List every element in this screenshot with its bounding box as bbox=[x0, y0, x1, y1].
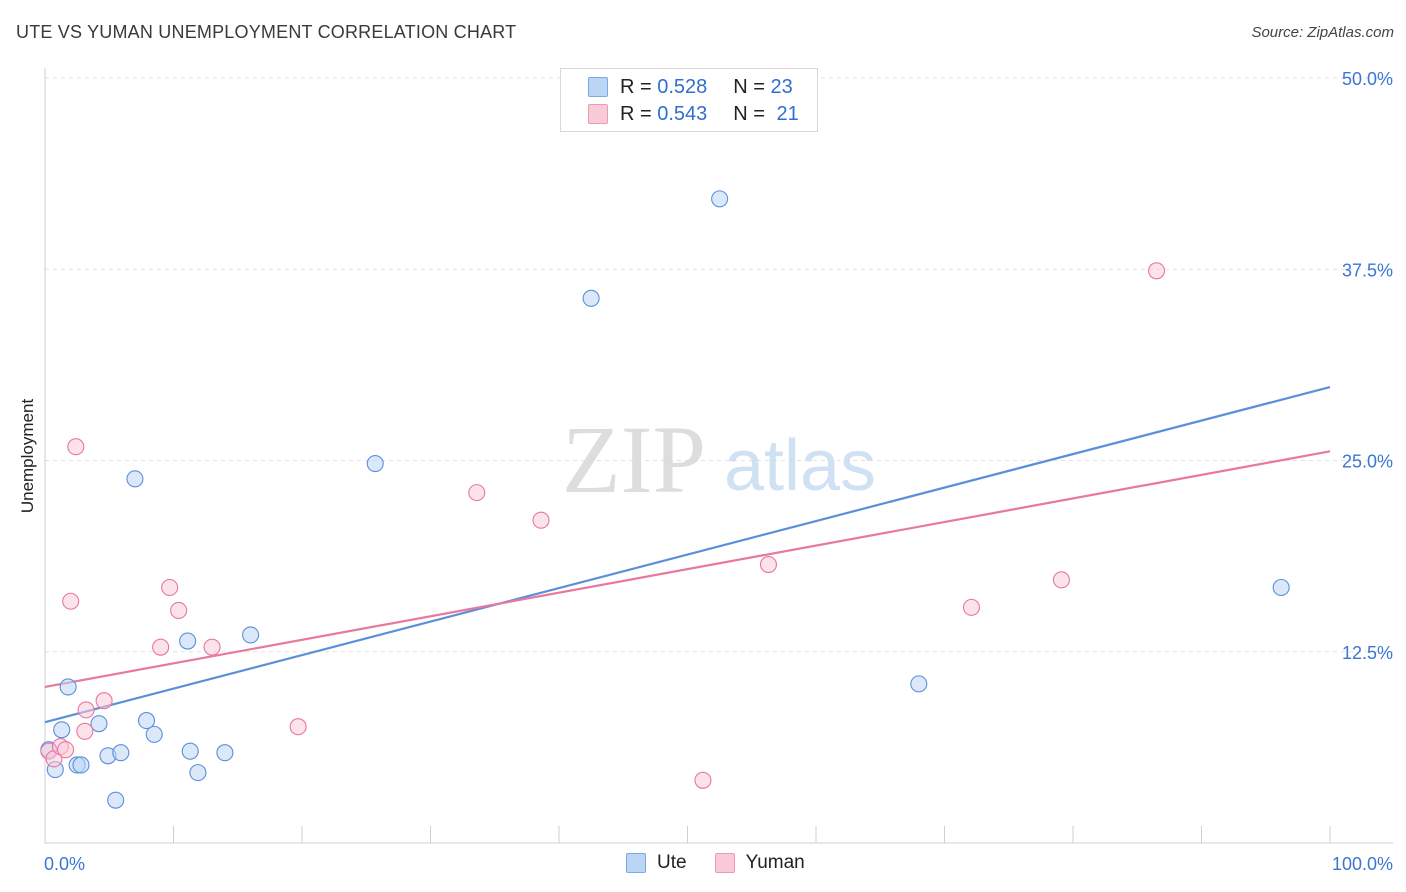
tick-labels: 12.5% 25.0% 37.5% 50.0% 0.0% 100.0% bbox=[44, 69, 1393, 874]
data-point-yuman bbox=[77, 701, 95, 719]
data-point-ute bbox=[137, 712, 156, 730]
data-point-ute bbox=[90, 715, 108, 733]
data-point-yuman bbox=[95, 692, 113, 710]
x-tick-label: 0.0% bbox=[44, 854, 85, 874]
axes bbox=[44, 68, 1393, 844]
chart-title: UTE VS YUMAN UNEMPLOYMENT CORRELATION CH… bbox=[16, 22, 517, 42]
data-point-yuman bbox=[62, 592, 80, 610]
data-point-yuman bbox=[67, 438, 85, 456]
data-point-ute bbox=[112, 744, 130, 762]
trend-line-yuman bbox=[44, 450, 1331, 689]
ute-n-value: 23 bbox=[770, 75, 793, 98]
trend-line-ute bbox=[44, 385, 1331, 724]
data-point-ute bbox=[216, 744, 234, 762]
legend-yuman-label: Yuman bbox=[745, 852, 805, 873]
yuman-n-label: N = bbox=[733, 102, 771, 125]
data-point-yuman bbox=[289, 718, 307, 736]
stats-legend: R = 0.528 N = 23 R = 0.543 N = 21 bbox=[560, 68, 818, 132]
ute-r-label: R = bbox=[620, 75, 658, 98]
data-point-yuman bbox=[152, 638, 170, 656]
data-point-yuman bbox=[57, 741, 75, 759]
data-point-yuman bbox=[203, 638, 221, 656]
data-point-ute bbox=[181, 742, 199, 760]
yuman-swatch bbox=[588, 104, 608, 124]
yuman-r-label: R = bbox=[620, 102, 658, 125]
legend-ute-label: Ute bbox=[657, 852, 687, 873]
data-point-yuman bbox=[1052, 571, 1070, 589]
stats-row-yuman: R = 0.543 N = 21 bbox=[561, 101, 799, 127]
y-tick-label: 50.0% bbox=[1342, 69, 1393, 89]
data-point-yuman bbox=[694, 771, 712, 789]
data-point-yuman bbox=[468, 484, 486, 502]
y-tick-label: 12.5% bbox=[1342, 643, 1393, 663]
data-point-ute bbox=[145, 725, 163, 743]
data-point-ute bbox=[72, 756, 90, 774]
data-point-yuman bbox=[1147, 262, 1166, 280]
stats-row-ute: R = 0.528 N = 23 bbox=[561, 74, 793, 100]
ute-swatch bbox=[588, 77, 608, 97]
watermark-atlas: atlas bbox=[724, 426, 876, 506]
data-point-ute bbox=[189, 764, 207, 782]
y-tick-label: 25.0% bbox=[1342, 452, 1393, 472]
data-point-yuman bbox=[76, 722, 94, 740]
watermark-zip: ZIP bbox=[562, 406, 706, 513]
data-point-yuman bbox=[170, 601, 188, 619]
legend-ute-swatch bbox=[626, 853, 646, 873]
gridlines bbox=[45, 77, 1393, 653]
source-label: Source: ZipAtlas.com bbox=[1251, 24, 1394, 41]
yuman-r-value: 0.543 bbox=[657, 102, 708, 125]
data-point-yuman bbox=[962, 598, 981, 616]
data-point-ute bbox=[582, 289, 600, 307]
trend-lines bbox=[44, 385, 1331, 724]
data-point-ute bbox=[910, 675, 928, 693]
data-point-ute bbox=[107, 791, 125, 809]
data-point-ute bbox=[366, 455, 384, 473]
legend-item-yuman[interactable]: Yuman bbox=[714, 852, 805, 874]
data-points bbox=[40, 190, 1290, 809]
data-point-yuman bbox=[161, 578, 179, 597]
data-point-ute bbox=[179, 632, 197, 650]
ute-n-label: N = bbox=[733, 75, 771, 98]
data-point-ute bbox=[711, 190, 729, 208]
data-point-ute bbox=[242, 626, 260, 644]
ute-r-value: 0.528 bbox=[657, 75, 708, 98]
legend-yuman-swatch bbox=[714, 853, 735, 873]
data-point-yuman bbox=[759, 555, 778, 574]
y-tick-label: 37.5% bbox=[1342, 260, 1393, 280]
data-point-ute bbox=[1272, 578, 1290, 597]
data-point-ute bbox=[59, 678, 77, 696]
data-point-yuman bbox=[532, 511, 550, 529]
legend-item-ute[interactable]: Ute bbox=[626, 852, 687, 874]
watermark: ZIP atlas bbox=[562, 406, 876, 513]
series-legend: Ute Yuman bbox=[626, 852, 833, 874]
data-point-ute bbox=[126, 470, 144, 488]
data-point-ute bbox=[53, 721, 71, 739]
x-tick-label: 100.0% bbox=[1332, 854, 1393, 874]
yuman-n-value: 21 bbox=[776, 102, 799, 125]
